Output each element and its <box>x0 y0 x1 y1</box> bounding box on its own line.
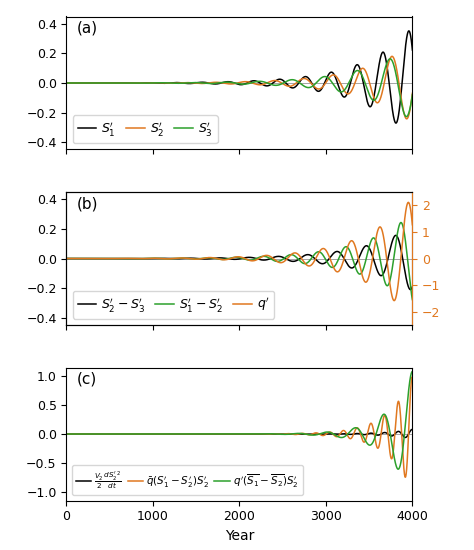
X-axis label: Year: Year <box>225 529 254 543</box>
Text: (b): (b) <box>77 196 98 211</box>
Legend: $\frac{V_2}{2}\frac{dS_2'^2}{dt}$, $\bar{q}(S_1'-S_2')S_2'$, $q'(\overline{S_1}-: $\frac{V_2}{2}\frac{dS_2'^2}{dt}$, $\bar… <box>72 465 303 496</box>
Text: (c): (c) <box>77 371 97 387</box>
Legend: $S_2'-S_3'$, $S_1'-S_2'$, $q'$: $S_2'-S_3'$, $S_1'-S_2'$, $q'$ <box>73 291 274 319</box>
Text: (a): (a) <box>77 20 98 36</box>
Legend: $S_1'$, $S_2'$, $S_3'$: $S_1'$, $S_2'$, $S_3'$ <box>73 115 218 143</box>
